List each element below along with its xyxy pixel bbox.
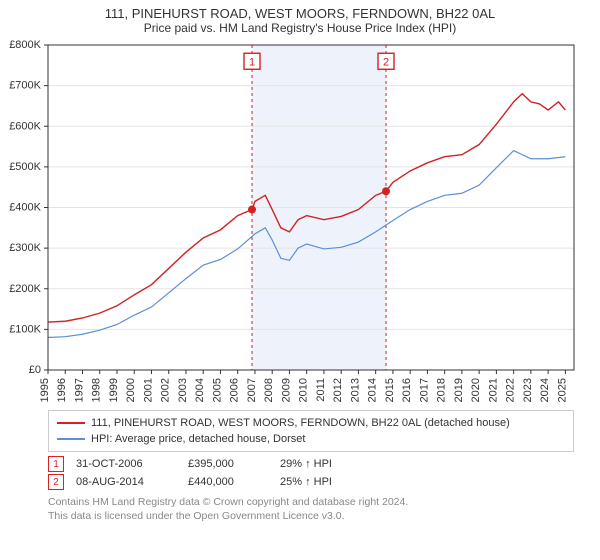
footer-line-2: This data is licensed under the Open Gov…	[48, 510, 600, 524]
svg-text:2023: 2023	[522, 378, 534, 402]
title: 111, PINEHURST ROAD, WEST MOORS, FERNDOW…	[0, 0, 600, 21]
svg-text:£700K: £700K	[9, 80, 41, 92]
svg-text:2001: 2001	[142, 378, 154, 402]
svg-text:2004: 2004	[194, 378, 206, 402]
svg-text:£800K: £800K	[9, 39, 41, 51]
svg-text:2: 2	[383, 56, 389, 68]
svg-text:2000: 2000	[125, 378, 137, 402]
svg-text:2021: 2021	[487, 378, 499, 402]
svg-text:2008: 2008	[263, 378, 275, 402]
svg-text:£500K: £500K	[9, 161, 41, 173]
svg-text:2010: 2010	[298, 378, 310, 402]
chart-svg: £0 £100K £200K £300K £400K £500K £600K £700K £80…	[0, 39, 600, 404]
legend-row-hpi: HPI: Average price, detached house, Dors…	[57, 431, 565, 447]
footer: Contains HM Land Registry data © Crown c…	[48, 496, 600, 523]
svg-text:2002: 2002	[160, 378, 172, 402]
sale-marker: 1	[48, 456, 64, 472]
svg-text:2006: 2006	[229, 378, 241, 402]
legend-label-hpi: HPI: Average price, detached house, Dors…	[91, 433, 305, 445]
subtitle: Price paid vs. HM Land Registry's House …	[0, 21, 600, 39]
svg-text:£400K: £400K	[9, 202, 41, 214]
svg-text:£300K: £300K	[9, 242, 41, 254]
svg-text:1999: 1999	[108, 378, 120, 402]
svg-text:2009: 2009	[280, 378, 292, 402]
legend-label-property: 111, PINEHURST ROAD, WEST MOORS, FERNDOW…	[91, 417, 510, 429]
svg-text:1995: 1995	[39, 378, 51, 402]
sale-price: £440,000	[188, 476, 268, 488]
svg-text:2016: 2016	[401, 378, 413, 402]
sale-date: 08-AUG-2014	[76, 476, 176, 488]
svg-text:2014: 2014	[367, 378, 379, 402]
svg-text:2019: 2019	[453, 378, 465, 402]
svg-text:1996: 1996	[56, 378, 68, 402]
svg-text:2022: 2022	[505, 378, 517, 402]
svg-text:2018: 2018	[436, 378, 448, 402]
sales-list: 1 31-OCT-2006 £395,000 29% ↑ HPI 2 08-AUG-201…	[0, 456, 600, 490]
svg-text:2025: 2025	[556, 378, 568, 402]
legend-swatch-property	[57, 422, 85, 424]
svg-text:2007: 2007	[246, 378, 258, 402]
footer-line-1: Contains HM Land Registry data © Crown c…	[48, 496, 600, 510]
svg-text:2012: 2012	[332, 378, 344, 402]
svg-text:2020: 2020	[470, 378, 482, 402]
svg-text:2003: 2003	[177, 378, 189, 402]
svg-text:2011: 2011	[315, 378, 327, 402]
sale-price: £395,000	[188, 458, 268, 470]
sale-row: 2 08-AUG-2014 £440,000 25% ↑ HPI	[48, 474, 600, 490]
legend: 111, PINEHURST ROAD, WEST MOORS, FERNDOW…	[48, 410, 574, 452]
svg-text:2017: 2017	[418, 378, 430, 402]
svg-text:£0: £0	[29, 364, 41, 376]
svg-text:2015: 2015	[384, 378, 396, 402]
svg-text:2013: 2013	[349, 378, 361, 402]
sale-date: 31-OCT-2006	[76, 458, 176, 470]
svg-text:1: 1	[249, 56, 255, 68]
sale-row: 1 31-OCT-2006 £395,000 29% ↑ HPI	[48, 456, 600, 472]
sale-pct: 29% ↑ HPI	[280, 458, 360, 470]
svg-text:£600K: £600K	[9, 120, 41, 132]
svg-text:£200K: £200K	[9, 283, 41, 295]
legend-swatch-hpi	[57, 438, 85, 440]
svg-text:1998: 1998	[91, 378, 103, 402]
legend-row-property: 111, PINEHURST ROAD, WEST MOORS, FERNDOW…	[57, 415, 565, 431]
svg-text:£100K: £100K	[9, 323, 41, 335]
sale-pct: 25% ↑ HPI	[280, 476, 360, 488]
svg-text:1997: 1997	[73, 378, 85, 402]
chart: £0 £100K £200K £300K £400K £500K £600K £700K £80…	[0, 39, 600, 404]
sale-marker: 2	[48, 474, 64, 490]
svg-text:2005: 2005	[211, 378, 223, 402]
svg-text:2024: 2024	[539, 378, 551, 402]
